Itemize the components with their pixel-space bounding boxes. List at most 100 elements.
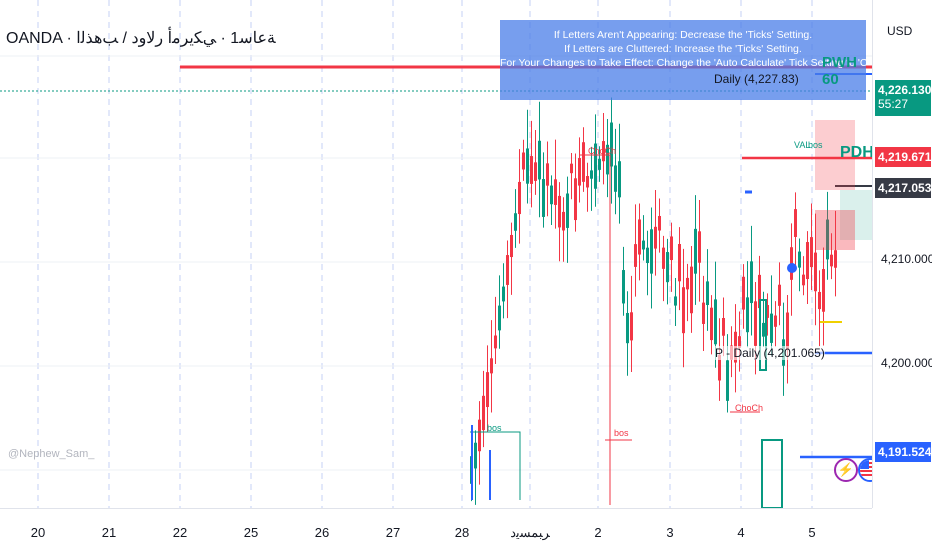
candle-body bbox=[598, 158, 601, 170]
candle-body bbox=[614, 165, 617, 192]
time-axis[interactable]: 20 21 22 25 26 27 28 ﺮﺒﻤﺴﻳﺩ 2 3 4 5 bbox=[0, 508, 872, 551]
candle-body bbox=[618, 161, 621, 198]
candle-body bbox=[814, 252, 817, 292]
chart-area[interactable]: OANDA · ﺔﻋﺎﺳ1 · ﻲﻜﻳﺮﻣﺃ ﺭﻻﻭﺩ / ﺐﻫﺬﻟﺍ If L… bbox=[0, 0, 882, 509]
candle-body bbox=[558, 195, 561, 228]
candle-body bbox=[698, 231, 701, 263]
bos-label-2: bos bbox=[614, 428, 629, 438]
candle-body bbox=[514, 213, 517, 231]
candle-body bbox=[810, 237, 813, 268]
candle-body bbox=[490, 358, 493, 374]
candle-body bbox=[770, 313, 773, 343]
candle-body bbox=[646, 247, 649, 264]
candle-body bbox=[798, 251, 801, 268]
candle-body bbox=[746, 297, 749, 333]
candle-body bbox=[474, 442, 477, 469]
candle-body bbox=[590, 170, 593, 179]
choch-line bbox=[580, 154, 611, 505]
bos-label-1: bos bbox=[487, 423, 502, 433]
candle-body bbox=[762, 322, 765, 337]
time-label: 5 bbox=[808, 525, 816, 540]
order-block bbox=[761, 439, 783, 509]
candle-body bbox=[754, 301, 757, 346]
chart-canvas[interactable] bbox=[0, 0, 872, 509]
symbol-title[interactable]: OANDA · ﺔﻋﺎﺳ1 · ﻲﻜﻳﺮﻣﺃ ﺭﻻﻭﺩ / ﺐﻫﺬﻟﺍ bbox=[6, 30, 276, 47]
candle-body bbox=[778, 284, 781, 306]
time-label: 2 bbox=[594, 525, 602, 540]
candle-body bbox=[670, 236, 673, 261]
time-label: 27 bbox=[385, 525, 401, 540]
candle-body bbox=[718, 354, 721, 381]
candle-body bbox=[742, 276, 745, 310]
price-axis[interactable]: USD 4,226.130 55:27 4,219.671 4,217.053 … bbox=[872, 0, 932, 508]
candle-body bbox=[766, 305, 769, 318]
candle-body bbox=[586, 176, 589, 188]
supply-zone bbox=[815, 210, 855, 250]
bos-label-3: bos bbox=[808, 140, 823, 150]
candle-body bbox=[750, 261, 753, 304]
banner-line-3: For Your Changes to Take Effect: Change … bbox=[500, 57, 866, 69]
candle-body bbox=[634, 244, 637, 267]
candle-body bbox=[694, 228, 697, 274]
candle-body bbox=[710, 307, 713, 341]
candle-body bbox=[662, 247, 665, 269]
order-block bbox=[759, 299, 767, 371]
candle-body bbox=[650, 229, 653, 274]
time-label: 22 bbox=[172, 525, 188, 540]
candle-body bbox=[534, 162, 537, 181]
candle-body bbox=[654, 226, 657, 249]
last-price-value: 4,226.130 bbox=[878, 83, 932, 97]
candle-body bbox=[574, 178, 577, 221]
candle-body bbox=[526, 148, 529, 184]
candle-body bbox=[678, 244, 681, 282]
candle-body bbox=[494, 335, 497, 349]
candle-body bbox=[758, 274, 761, 309]
candle-body bbox=[786, 312, 789, 351]
time-label: 21 bbox=[101, 525, 117, 540]
candle-body bbox=[554, 179, 557, 205]
demand-zone bbox=[840, 190, 872, 240]
candle-body bbox=[806, 242, 809, 280]
candle-body bbox=[626, 312, 629, 344]
candle-body bbox=[642, 240, 645, 250]
candle-body bbox=[518, 181, 521, 215]
candle-body bbox=[478, 419, 481, 452]
candle-body bbox=[638, 219, 641, 255]
candle-body bbox=[530, 156, 533, 184]
pwh-label: PWH 60 bbox=[822, 54, 857, 88]
candle-body bbox=[702, 302, 705, 324]
candle-body bbox=[546, 163, 549, 186]
candle-body bbox=[610, 122, 613, 167]
currency-label[interactable]: USD bbox=[887, 24, 913, 38]
candle-body bbox=[714, 299, 717, 345]
candle-body bbox=[738, 336, 741, 348]
candle-body bbox=[658, 215, 661, 231]
candle-body bbox=[834, 250, 837, 268]
blue-price-tag: 4,191.524 bbox=[875, 442, 931, 462]
info-banner: If Letters Aren't Appearing: Decrease th… bbox=[500, 20, 866, 100]
candle-body bbox=[602, 141, 605, 162]
candle-body bbox=[506, 255, 509, 285]
time-label: 26 bbox=[314, 525, 330, 540]
candle-body bbox=[630, 312, 633, 341]
candle-body bbox=[550, 185, 553, 205]
pivot-dot bbox=[787, 263, 797, 273]
time-label: 28 bbox=[454, 525, 470, 540]
choch-label-1: ChoCh bbox=[588, 146, 617, 156]
bos-line bbox=[470, 431, 521, 500]
candle-body bbox=[774, 315, 777, 327]
pdh-label: PDH bbox=[840, 144, 874, 161]
candle-body bbox=[686, 277, 689, 290]
candle-body bbox=[706, 281, 709, 306]
candle-body bbox=[538, 140, 541, 180]
candle-body bbox=[666, 252, 669, 283]
candle-body bbox=[582, 142, 585, 182]
candle-body bbox=[522, 152, 525, 170]
level-price-tag: 4,217.053 bbox=[875, 178, 931, 198]
author-watermark: @Nephew_Sam_ bbox=[8, 448, 95, 460]
val-label: VAL bbox=[794, 140, 811, 150]
lightning-icon[interactable]: ⚡ bbox=[834, 458, 858, 482]
candle-body bbox=[542, 179, 545, 217]
candle-body bbox=[826, 219, 829, 260]
candle-body bbox=[570, 163, 573, 174]
